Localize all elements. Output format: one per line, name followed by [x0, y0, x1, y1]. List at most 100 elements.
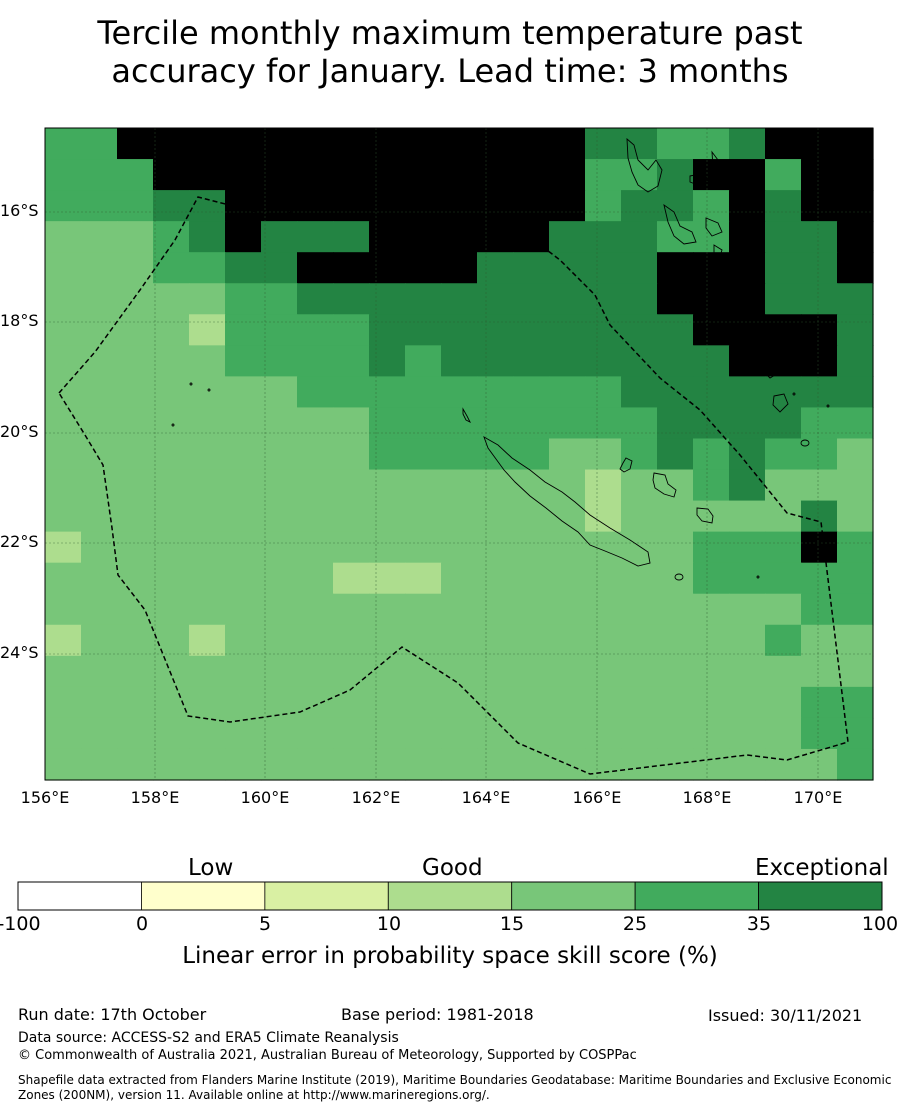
grid-cell — [225, 500, 262, 533]
grid-cell — [657, 500, 694, 533]
grid-cell — [153, 748, 190, 781]
colorbar — [17, 881, 883, 911]
grid-cell — [333, 314, 370, 346]
grid-cell — [513, 500, 550, 533]
grid-cell — [45, 252, 82, 284]
grid-cell — [117, 686, 154, 719]
grid-cell — [297, 717, 334, 750]
grid-cell — [405, 128, 442, 160]
grid-cell — [369, 562, 406, 595]
grid-cell — [297, 314, 334, 346]
grid-cell — [693, 128, 730, 160]
grid-cell — [585, 407, 622, 440]
grid-cell — [837, 252, 874, 284]
grid-cell — [513, 717, 550, 750]
grid-cell — [513, 655, 550, 688]
grid-cell — [369, 283, 406, 315]
run-date: Run date: 17th October — [18, 1005, 207, 1024]
lon-tick-label: 168°E — [682, 788, 732, 807]
grid-cell — [297, 376, 334, 409]
grid-cell — [693, 283, 730, 315]
grid-cell — [117, 190, 154, 222]
grid-cell — [765, 469, 802, 502]
grid-cell — [477, 314, 514, 346]
grid-cell — [693, 655, 730, 688]
grid-cell — [477, 655, 514, 688]
grid-cell — [477, 159, 514, 191]
lat-tick-label: 18°S — [0, 311, 39, 330]
grid-cell — [153, 655, 190, 688]
colorbar-swatch — [634, 881, 759, 911]
grid-cell — [261, 283, 298, 315]
lon-tick-label: 162°E — [351, 788, 401, 807]
grid-cell — [837, 655, 874, 688]
grid-cell — [117, 407, 154, 440]
grid-cell — [45, 314, 82, 346]
grid-cell — [81, 686, 118, 719]
grid-cell — [693, 376, 730, 409]
grid-cell — [585, 562, 622, 595]
colorbar-tick: 100 — [861, 913, 899, 935]
grid-cell — [81, 283, 118, 315]
grid-cell — [441, 686, 478, 719]
grid-cell — [765, 686, 802, 719]
grid-cell — [585, 686, 622, 719]
grid-cell — [45, 190, 82, 222]
data-source: Data source: ACCESS-S2 and ERA5 Climate … — [18, 1030, 399, 1046]
grid-cell — [693, 624, 730, 657]
grid-cell — [621, 407, 658, 440]
grid-cell — [549, 717, 586, 750]
grid-cell — [729, 221, 766, 253]
grid-cell — [261, 438, 298, 471]
grid-cell — [729, 407, 766, 440]
skill-grid — [45, 128, 874, 781]
colorbar-tick: 15 — [499, 913, 525, 935]
lat-tick-label: 20°S — [0, 422, 39, 441]
grid-cell — [585, 655, 622, 688]
grid-cell — [261, 128, 298, 160]
grid-cell — [729, 128, 766, 160]
grid-cell — [765, 376, 802, 409]
grid-cell — [369, 159, 406, 191]
grid-cell — [801, 128, 838, 160]
grid-cell — [81, 593, 118, 626]
grid-cell — [441, 283, 478, 315]
grid-cell — [693, 531, 730, 564]
grid-cell — [441, 159, 478, 191]
grid-cell — [693, 717, 730, 750]
lon-tick-label: 160°E — [240, 788, 290, 807]
grid-cell — [549, 314, 586, 346]
grid-cell — [117, 438, 154, 471]
grid-cell — [837, 376, 874, 409]
grid-cell — [693, 748, 730, 781]
grid-cell — [477, 345, 514, 377]
grid-cell — [297, 624, 334, 657]
grid-cell — [441, 252, 478, 284]
grid-cell — [621, 252, 658, 284]
grid-cell — [153, 159, 190, 191]
grid-cell — [513, 562, 550, 595]
grid-cell — [261, 407, 298, 440]
grid-cell — [513, 190, 550, 222]
grid-cell — [585, 469, 622, 502]
grid-cell — [441, 407, 478, 440]
grid-cell — [225, 469, 262, 502]
grid-cell — [189, 717, 226, 750]
grid-cell — [81, 748, 118, 781]
grid-cell — [441, 128, 478, 160]
grid-cell — [837, 500, 874, 533]
grid-cell — [765, 407, 802, 440]
grid-cell — [297, 283, 334, 315]
grid-cell — [333, 376, 370, 409]
grid-cell — [369, 686, 406, 719]
grid-cell — [261, 531, 298, 564]
grid-cell — [45, 128, 82, 160]
grid-cell — [801, 345, 838, 377]
grid-cell — [261, 624, 298, 657]
grid-cell — [369, 655, 406, 688]
grid-cell — [585, 345, 622, 377]
grid-cell — [801, 562, 838, 595]
grid-cell — [153, 624, 190, 657]
grid-cell — [81, 562, 118, 595]
grid-cell — [441, 624, 478, 657]
